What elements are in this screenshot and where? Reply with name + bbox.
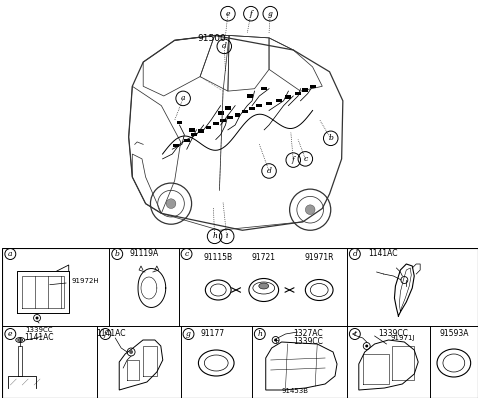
Circle shape	[305, 205, 315, 214]
Text: e: e	[226, 10, 230, 18]
Text: 91593A: 91593A	[439, 330, 468, 338]
Text: d: d	[352, 250, 357, 258]
Text: d: d	[222, 42, 227, 50]
Text: 1141AC: 1141AC	[24, 334, 54, 342]
Bar	[295, 92, 301, 95]
Bar	[205, 126, 212, 129]
Circle shape	[36, 316, 38, 320]
Circle shape	[274, 338, 277, 342]
Text: f: f	[292, 156, 295, 164]
Text: 91500: 91500	[198, 34, 227, 43]
Text: 1339CC: 1339CC	[379, 330, 408, 338]
Text: g: g	[268, 10, 273, 18]
Text: i: i	[226, 232, 228, 240]
Bar	[310, 84, 315, 88]
Text: a: a	[8, 250, 12, 258]
Bar	[225, 106, 231, 110]
Bar	[228, 116, 233, 120]
Bar	[286, 96, 291, 99]
Text: 1339CC: 1339CC	[293, 336, 324, 346]
Bar	[220, 119, 226, 122]
Text: b: b	[115, 250, 120, 258]
Bar	[261, 87, 267, 90]
Bar	[247, 94, 252, 98]
Bar	[184, 139, 190, 142]
Bar	[218, 111, 224, 114]
Bar	[189, 128, 194, 132]
Text: 91453B: 91453B	[282, 388, 309, 394]
Bar	[256, 104, 262, 107]
Text: d: d	[266, 167, 272, 175]
Text: 91972H: 91972H	[50, 278, 99, 285]
Bar	[276, 99, 282, 102]
Text: c: c	[184, 250, 189, 258]
Text: a: a	[181, 94, 185, 102]
Text: 1141AC: 1141AC	[96, 330, 126, 338]
Text: h: h	[257, 330, 262, 338]
Circle shape	[365, 344, 368, 348]
Text: 91721: 91721	[252, 252, 276, 262]
Text: b: b	[328, 134, 333, 142]
Circle shape	[166, 199, 176, 208]
Text: 91119A: 91119A	[129, 250, 158, 258]
Text: 91971R: 91971R	[304, 252, 334, 262]
Bar	[177, 121, 182, 124]
Bar	[242, 110, 248, 113]
Text: 91971J: 91971J	[391, 335, 415, 341]
Ellipse shape	[18, 338, 23, 342]
Text: 1141AC: 1141AC	[369, 250, 398, 258]
Bar	[173, 144, 179, 147]
Text: g: g	[186, 330, 191, 338]
Text: 91115B: 91115B	[204, 252, 233, 262]
Text: i: i	[354, 330, 356, 338]
Text: e: e	[8, 330, 12, 338]
Bar	[266, 102, 272, 105]
Text: h: h	[212, 232, 217, 240]
Circle shape	[129, 350, 133, 354]
Text: c: c	[303, 155, 308, 163]
Bar	[198, 129, 204, 133]
Text: 1339CC: 1339CC	[25, 327, 53, 333]
Text: f: f	[104, 330, 107, 338]
Text: 91177: 91177	[201, 330, 225, 338]
Ellipse shape	[259, 283, 269, 289]
Text: f: f	[250, 10, 252, 18]
Bar	[213, 122, 219, 126]
Text: 1327AC: 1327AC	[293, 330, 323, 338]
Bar	[249, 107, 255, 110]
Bar	[235, 113, 240, 116]
Bar	[302, 88, 308, 92]
Bar	[191, 133, 197, 136]
